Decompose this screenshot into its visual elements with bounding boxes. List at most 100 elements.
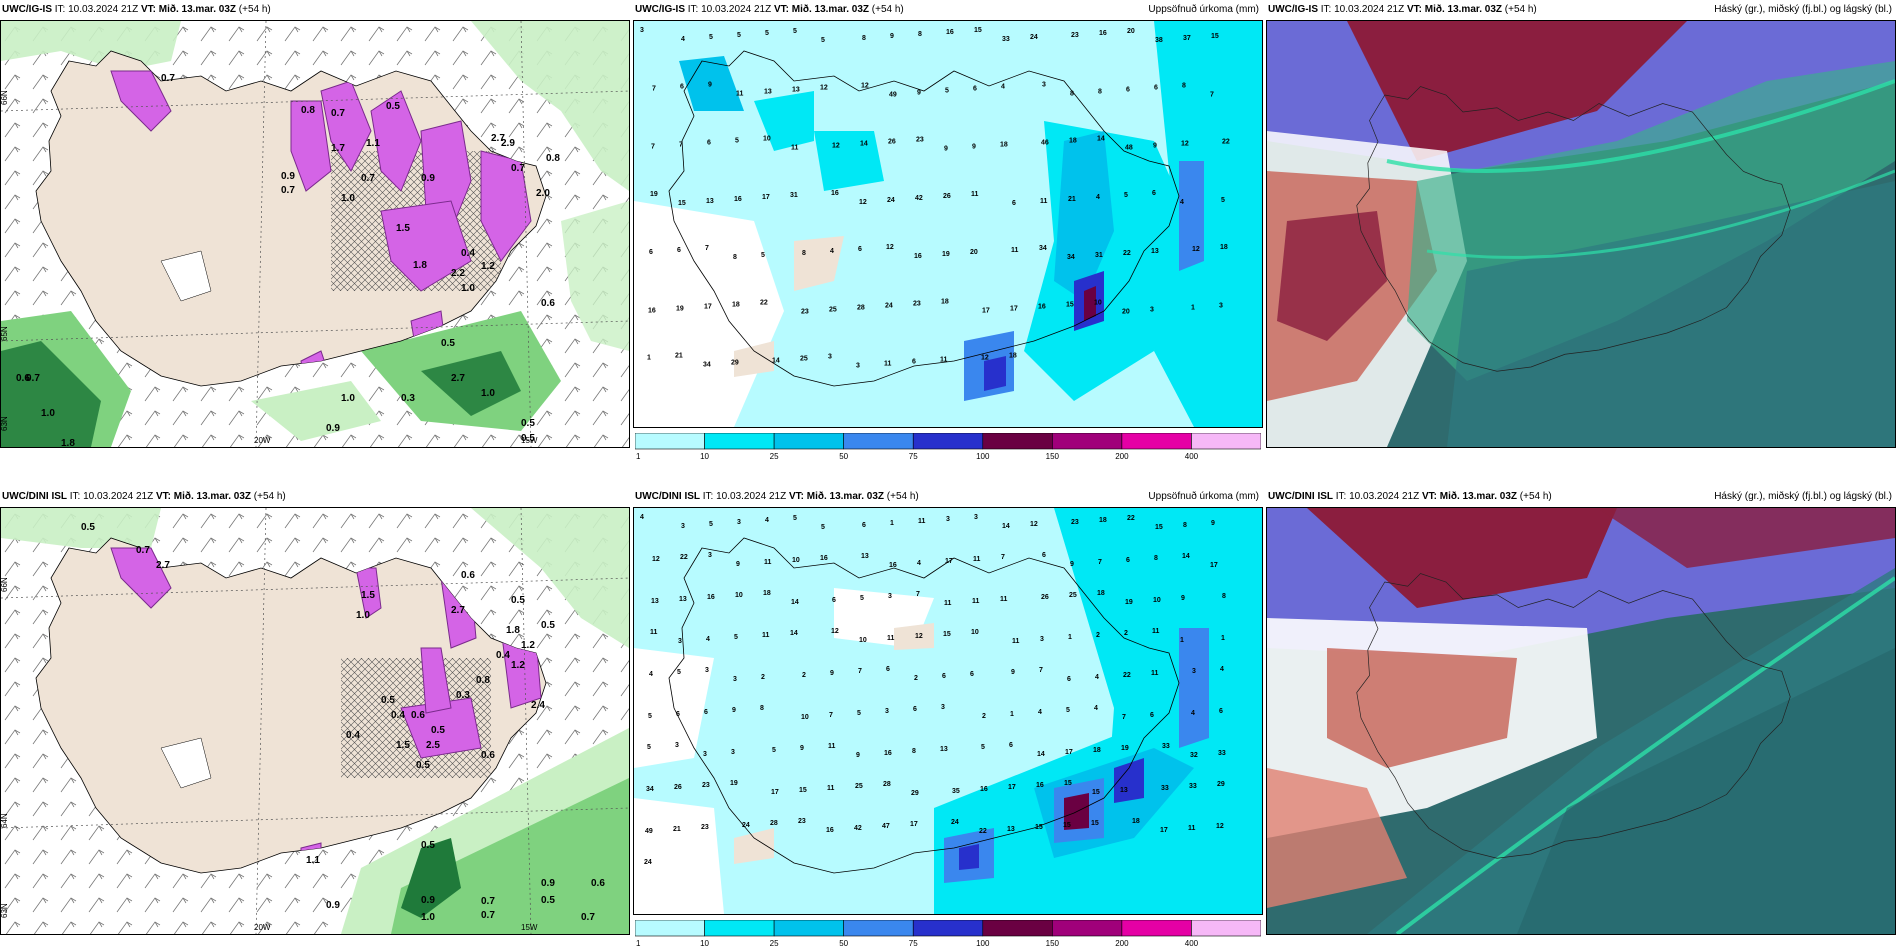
panel-title: UWC/IG-IS IT: 10.03.2024 21Z VT: Mið. 13…: [2, 0, 271, 20]
precip-value: 13: [861, 553, 869, 560]
snow-value: 0.5: [521, 433, 535, 444]
snow-value: 0.6: [461, 570, 475, 581]
precip-value: 3: [708, 552, 712, 559]
precip-value: 12: [1192, 246, 1200, 253]
precip-value: 6: [973, 85, 977, 92]
precip-value: 3: [1192, 668, 1196, 675]
precip-value: 13: [1120, 787, 1128, 794]
precip-value: 17: [1010, 305, 1018, 312]
precip-value: 3: [705, 667, 709, 674]
precip-value: 17: [910, 821, 918, 828]
model-name: UWC/DINI ISL: [635, 491, 700, 502]
colorbar-tick-label: 200: [1115, 452, 1129, 461]
precip-value: 22: [680, 554, 688, 561]
panel-header: UWC/DINI ISL IT: 10.03.2024 21Z VT: Mið.…: [0, 487, 630, 507]
precip-value: 5: [648, 713, 652, 720]
model-name: UWC/IG-IS: [2, 4, 52, 15]
precip-value: 9: [1153, 143, 1157, 150]
panel-dini-snow: UWC/DINI ISL IT: 10.03.2024 21Z VT: Mið.…: [0, 487, 630, 950]
colorbar-swatch: [912, 432, 984, 450]
precip-value: 22: [1127, 515, 1135, 522]
precip-value: 15: [799, 787, 807, 794]
lat-label: 66N: [1, 577, 9, 592]
colorbar-tick-label: 25: [770, 939, 779, 948]
snow-value: 1.2: [511, 660, 525, 671]
precip-value: 33: [1189, 783, 1197, 790]
precip-value: 26: [888, 139, 896, 146]
snow-value: 1.1: [306, 855, 320, 866]
precip-value: 16: [980, 786, 988, 793]
colorbar-swatch: [982, 919, 1053, 937]
snow-value: 0.7: [361, 173, 375, 184]
precip-value: 11: [1152, 628, 1160, 635]
it-value: 10.03.2024 21Z: [1349, 491, 1420, 502]
precip-value: 4: [640, 514, 644, 521]
snow-value: 1.8: [413, 260, 427, 271]
precip-value: 2: [761, 674, 765, 681]
precip-value: 14: [1002, 523, 1010, 530]
precip-value: 21: [1068, 196, 1076, 203]
snow-value: 1.0: [356, 610, 370, 621]
precip-value: 16: [884, 750, 892, 757]
snow-value: 0.4: [461, 248, 475, 259]
colorbar-swatch: [704, 919, 775, 937]
precip-value: 4: [765, 517, 769, 524]
lon-label: 20W: [254, 436, 271, 445]
precip-value: 18: [1093, 747, 1101, 754]
precip-value: 16: [826, 827, 834, 834]
precip-value: 16: [1038, 303, 1046, 310]
precip-value: 6: [704, 709, 708, 716]
precip-value: 28: [883, 781, 891, 788]
snow-value: 0.5: [541, 895, 555, 906]
precip-value: 11: [1011, 247, 1019, 254]
panel-title: UWC/DINI ISL IT: 10.03.2024 21Z VT: Mið.…: [1268, 487, 1552, 507]
precip-value: 6: [1012, 200, 1016, 207]
precip-value: 13: [1007, 826, 1015, 833]
precip-value: 29: [731, 360, 739, 367]
lead-time: (+54 h): [1504, 4, 1537, 15]
precip-value: 9: [1211, 520, 1215, 527]
precip-value: 12: [915, 633, 923, 640]
precip-value: 18: [1009, 353, 1017, 360]
precip-value: 13: [706, 198, 714, 205]
snow-value: 0.7: [281, 185, 295, 196]
precip-value: 9: [890, 33, 894, 40]
precip-value: 6: [1150, 712, 1154, 719]
snow-value: 0.8: [301, 105, 315, 116]
precip-value: 13: [792, 86, 800, 93]
precip-value: 17: [982, 307, 990, 314]
snow-value: 0.5: [386, 101, 400, 112]
precip-value: 13: [679, 596, 687, 603]
snow-value: 0.9: [326, 423, 340, 434]
precip-value: 5: [1221, 197, 1225, 204]
precip-value: 42: [854, 825, 862, 832]
precip-value: 28: [770, 820, 778, 827]
colorbar-swatch: [1121, 432, 1192, 450]
precip-value: 25: [1069, 592, 1077, 599]
precip-value: 34: [1039, 245, 1047, 252]
snow-map: 0.5 0.7 1.5 0.6 2.7 0.5 0.4 1.2 0.8 0.3 …: [1, 508, 629, 934]
colorbar-tick-label: 50: [839, 939, 848, 948]
precip-value: 26: [674, 784, 682, 791]
colorbar-tick-label: 75: [909, 452, 918, 461]
colorbar-tick-label: 1: [636, 939, 641, 948]
precip-value: 49: [889, 91, 897, 98]
lat-label: 66N: [1, 90, 9, 105]
precip-value: 23: [798, 818, 806, 825]
precip-value: 3: [828, 354, 832, 361]
snow-value: 1.7: [331, 143, 345, 154]
precip-value: 4: [649, 671, 653, 678]
snow-value: 1.1: [366, 138, 380, 149]
precip-value: 15: [1064, 780, 1072, 787]
it-value: 10.03.2024 21Z: [716, 491, 787, 502]
precip-value: 25: [855, 783, 863, 790]
precip-value: 12: [981, 355, 989, 362]
precip-value: 9: [736, 561, 740, 568]
precip-value: 23: [916, 137, 924, 144]
precip-value: 16: [1099, 30, 1107, 37]
snow-depth-labels: 0.5 0.7 1.5 0.6 2.7 0.5 0.4 1.2 0.8 0.3 …: [81, 522, 605, 923]
lead-time: (+54 h): [886, 491, 919, 502]
it-value: 10.03.2024 21Z: [68, 4, 139, 15]
colorbar-swatch: [1191, 919, 1262, 937]
precip-value: 1: [1221, 635, 1225, 642]
